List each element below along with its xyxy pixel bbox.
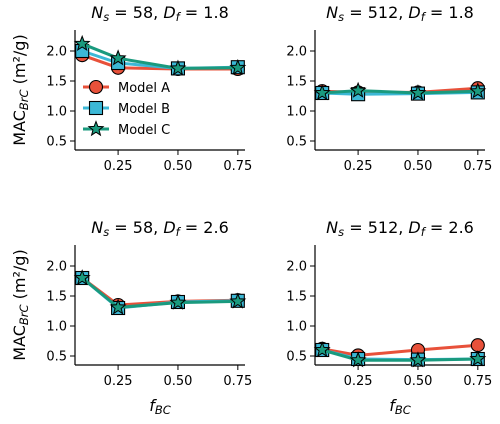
- y-axis-label: MACBrC (m²/g): [10, 34, 31, 145]
- series-line-1: [321, 343, 478, 357]
- panel-title: Ns = 512, Df = 2.6: [326, 218, 474, 239]
- y-tick-label: 1.0: [286, 105, 307, 120]
- legend-entry-1: Model A: [83, 79, 170, 96]
- data-point-star: [469, 350, 487, 367]
- data-point-star: [313, 341, 331, 358]
- panel-title: Ns = 58, Df = 1.8: [91, 3, 229, 24]
- data-point-star: [349, 351, 367, 368]
- legend-marker-square: [88, 100, 104, 116]
- y-tick-label: 1.5: [46, 75, 67, 90]
- legend-label: Model C: [118, 123, 170, 138]
- x-tick-label: 0.75: [463, 374, 492, 389]
- x-tick-label: 0.75: [223, 159, 252, 174]
- y-tick-label: 0.5: [46, 135, 67, 150]
- y-tick-label: 0.5: [46, 350, 67, 365]
- data-point-star: [313, 84, 331, 101]
- legend-entry-2: Model B: [83, 100, 170, 117]
- data-point-star: [229, 58, 247, 76]
- y-tick-label: 2.0: [46, 260, 67, 275]
- y-tick-label: 0.5: [286, 350, 307, 365]
- y-tick-label: 1.0: [286, 320, 307, 335]
- legend: Model A Model B Model C: [83, 79, 170, 138]
- x-tick-label: 0.75: [463, 159, 492, 174]
- data-point-star: [73, 269, 91, 286]
- y-tick-label: 2.0: [286, 260, 307, 275]
- x-tick-label: 0.50: [163, 159, 192, 174]
- data-point-star: [169, 59, 187, 76]
- data-point-star: [409, 84, 427, 101]
- chart-panel-4: 0.5 1.0 1.5 2.0 0.25 0.50 0.75 Ns = 512, Df = 2…: [286, 218, 492, 417]
- y-tick-label: 1.5: [46, 290, 67, 305]
- legend-marker-star: [87, 120, 105, 137]
- data-point-star: [409, 351, 427, 368]
- chart-panel-1: 0.5 1.0 1.5 2.0 0.25 0.50 0.75 Ns = 58, Df = 1.…: [10, 3, 252, 174]
- data-point-star: [73, 34, 91, 52]
- y-tick-label: 2.0: [46, 45, 67, 60]
- y-tick-label: 1.0: [46, 320, 67, 335]
- data-point-star: [469, 82, 487, 99]
- series-line-3: [322, 89, 478, 95]
- y-tick-label: 1.0: [46, 105, 67, 120]
- series-line-3: [81, 276, 238, 309]
- legend-marker-circle: [88, 79, 104, 95]
- data-point-star: [229, 292, 247, 309]
- x-tick-label: 0.25: [104, 159, 133, 174]
- data-point-circle: [470, 338, 485, 353]
- x-tick-label: 0.75: [223, 374, 252, 389]
- data-point-star: [169, 293, 187, 310]
- series-line-3: [321, 348, 478, 362]
- data-point-star: [349, 81, 367, 98]
- y-tick-label: 1.5: [286, 75, 307, 90]
- x-tick-label: 0.50: [403, 159, 432, 174]
- x-tick-label: 0.25: [344, 374, 373, 389]
- x-tick-label: 0.50: [403, 374, 432, 389]
- data-point-star: [109, 49, 127, 66]
- panel-title: Ns = 58, Df = 2.6: [91, 218, 229, 239]
- y-tick-label: 2.0: [286, 45, 307, 60]
- data-point-star: [109, 298, 127, 315]
- legend-label: Model A: [118, 81, 170, 96]
- x-axis-label: fBC: [389, 396, 411, 417]
- y-tick-label: 0.5: [286, 135, 307, 150]
- x-axis-label: fBC: [149, 396, 171, 417]
- x-tick-label: 0.25: [344, 159, 373, 174]
- x-tick-label: 0.25: [104, 374, 133, 389]
- y-axis-label: MACBrC (m²/g): [10, 249, 31, 360]
- legend-entry-3: Model C: [83, 120, 170, 138]
- series-line-3: [81, 42, 238, 70]
- panel-title: Ns = 512, Df = 1.8: [326, 3, 474, 24]
- legend-label: Model B: [118, 102, 170, 117]
- chart-panel-3: 0.5 1.0 1.5 2.0 0.25 0.50 0.75 Ns = 58, Df = 2.…: [10, 218, 252, 417]
- x-tick-label: 0.50: [163, 374, 192, 389]
- chart-panel-2: 0.5 1.0 1.5 2.0 0.25 0.50 0.75 Ns = 512, Df = 1…: [286, 3, 492, 174]
- y-tick-label: 1.5: [286, 290, 307, 305]
